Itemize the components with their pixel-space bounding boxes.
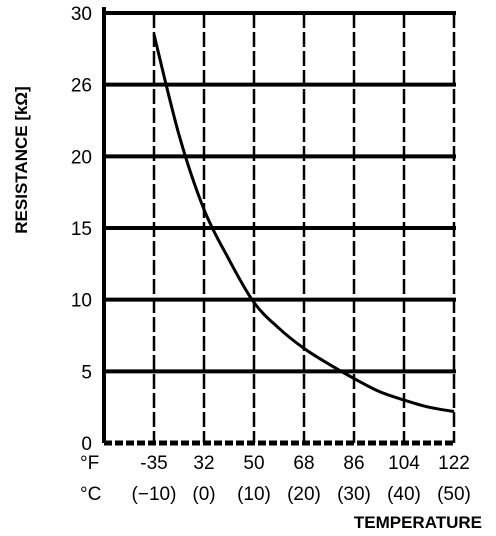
y-tick-label: 26	[71, 76, 92, 97]
x-tick-label-f: 122	[438, 453, 470, 474]
x-axis-title: TEMPERATURE	[354, 513, 482, 532]
x-tick-label-f: 50	[243, 453, 264, 474]
x-tick-label-f: 68	[293, 453, 314, 474]
x-tick-label-c: (−10)	[132, 484, 177, 505]
x-tick-label-f: 104	[388, 453, 420, 474]
curve	[152, 34, 455, 413]
y-tick-label: 15	[71, 219, 92, 240]
grid	[104, 11, 456, 443]
x-tick-label-f: 32	[193, 453, 214, 474]
x-unit-celsius: °C	[80, 484, 101, 505]
axes	[102, 7, 456, 446]
x-tick-label-f: 86	[343, 453, 364, 474]
x-tick-label-c: (10)	[237, 484, 271, 505]
x-tick-label-c: (30)	[337, 484, 371, 505]
x-tick-label-c: (20)	[287, 484, 321, 505]
y-tick-label: 20	[71, 147, 92, 168]
y-axis-title: RESISTANCE [kΩ]	[12, 86, 31, 233]
x-tick-label-c: (40)	[387, 484, 421, 505]
y-tick-label: 0	[81, 434, 92, 455]
x-unit-fahrenheit: °F	[80, 453, 99, 474]
x-tick-label-c: (50)	[437, 484, 471, 505]
x-tick-label-c: (0)	[192, 484, 215, 505]
y-tick-label: 10	[71, 291, 92, 312]
x-tick-label-f: -35	[140, 453, 167, 474]
y-tick-label: 5	[81, 362, 92, 383]
y-tick-label: 30	[71, 4, 92, 25]
